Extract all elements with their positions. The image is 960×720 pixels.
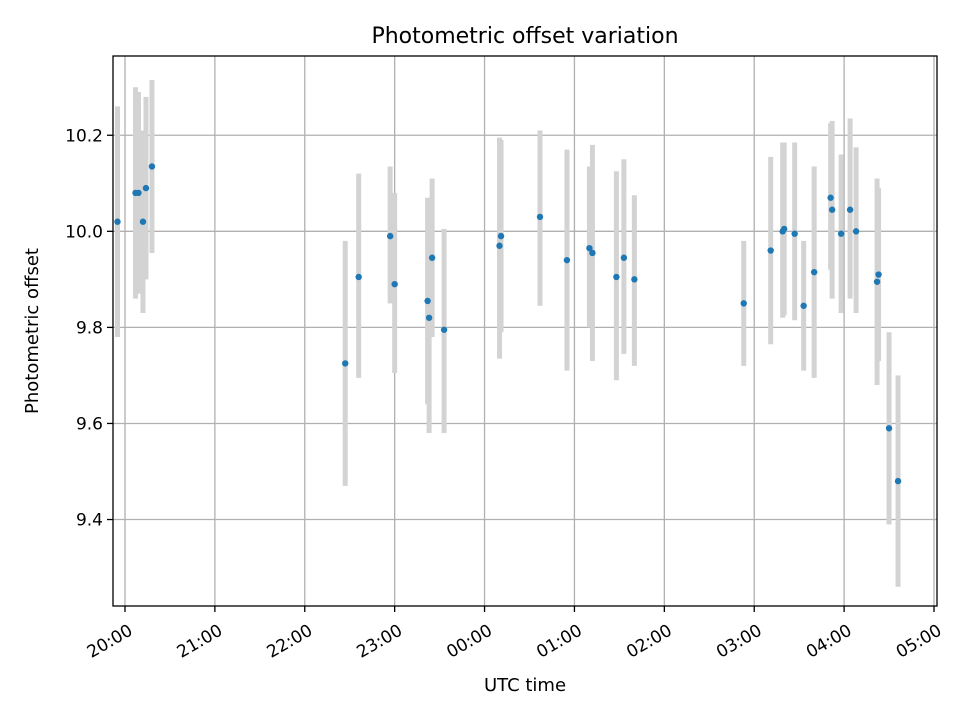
data-point	[837, 230, 845, 237]
data-point	[142, 184, 150, 192]
data-point	[139, 218, 147, 225]
data-point	[424, 297, 431, 305]
data-point	[148, 163, 156, 170]
data-point	[425, 314, 433, 321]
data-point	[496, 242, 503, 249]
data-point	[386, 232, 394, 240]
data-point	[135, 189, 142, 197]
data-point	[791, 230, 798, 237]
data-point	[810, 268, 818, 276]
data-point	[536, 213, 544, 221]
grid-layer	[113, 56, 937, 606]
plot-frame	[112, 55, 938, 607]
data-point	[827, 194, 834, 201]
data-point	[428, 254, 436, 261]
chart-title: Photometric offset variation	[371, 24, 678, 49]
data-point	[114, 218, 121, 225]
data-point	[780, 225, 788, 233]
data-point	[875, 271, 882, 278]
data-point	[852, 228, 860, 235]
data-point	[800, 302, 807, 309]
y-tick-label: 10.2	[65, 126, 103, 146]
data-point	[873, 278, 881, 285]
y-tick-label: 9.4	[76, 511, 103, 531]
data-point	[767, 247, 774, 254]
y-tick-label: 9.8	[76, 318, 103, 338]
data-point	[391, 280, 398, 288]
data-point	[497, 232, 505, 240]
data-point	[342, 360, 349, 367]
data-point	[440, 326, 448, 333]
data-point	[631, 276, 638, 283]
data-point	[846, 206, 854, 213]
y-axis-label: Photometric offset	[22, 248, 43, 414]
y-tick-label: 10.0	[65, 222, 103, 242]
data-point	[355, 273, 362, 281]
data-point	[620, 254, 628, 261]
y-tick-label: 9.6	[76, 414, 103, 434]
data-point	[740, 300, 747, 307]
data-point	[885, 425, 893, 432]
data-point	[613, 273, 620, 281]
data-point	[589, 249, 596, 257]
data-point	[563, 256, 571, 264]
x-axis-label: UTC time	[484, 675, 566, 696]
marker-layer	[114, 163, 902, 485]
data-point	[586, 244, 593, 252]
data-point	[828, 206, 836, 213]
data-point	[894, 477, 902, 485]
